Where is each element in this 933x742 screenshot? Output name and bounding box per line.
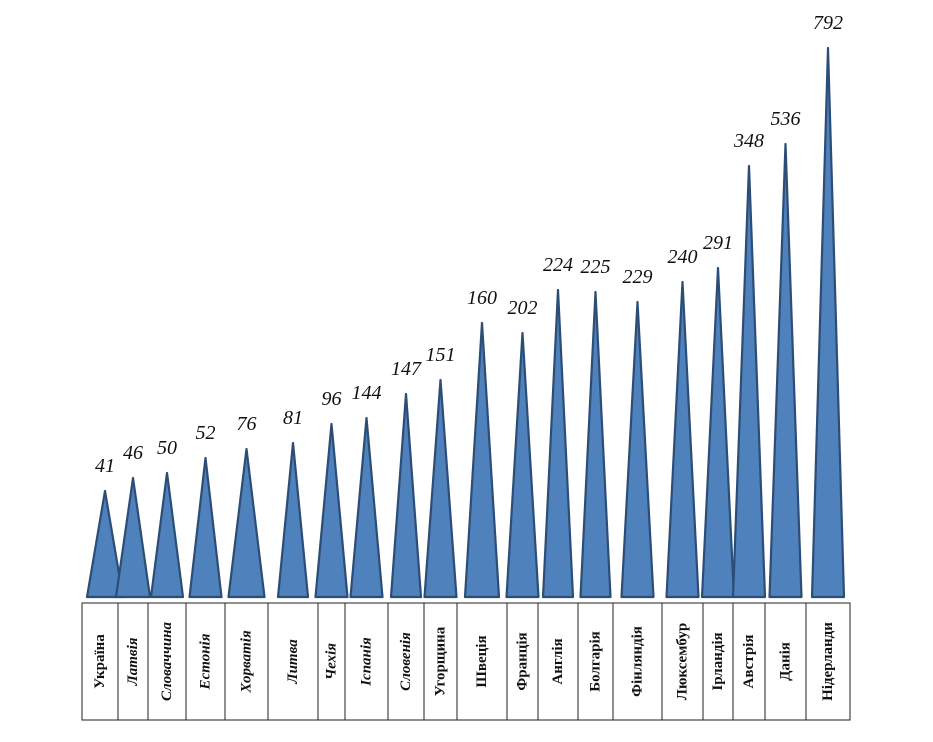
category-label-1: Україна [92, 634, 108, 689]
category-label-19: Данія [778, 642, 794, 681]
category-table: Україна Латвія Словаччина Естонія Хорватія Ли… [81, 602, 851, 721]
data-label-20: 792 [813, 12, 843, 34]
category-label-7: Чехія [324, 643, 340, 680]
category-label-20: Нідерланди [820, 622, 836, 701]
data-label-17: 291 [703, 232, 733, 254]
triangle-bar-12 [505, 331, 540, 599]
category-label-4: Естонія [198, 633, 214, 690]
data-label-19: 536 [771, 108, 801, 130]
data-label-10: 151 [426, 344, 456, 366]
category-label-8: Іспанія [359, 637, 375, 687]
data-label-4: 52 [196, 422, 216, 444]
data-label-9: 147 [391, 358, 422, 380]
table-frame [81, 602, 851, 721]
triangle-bar-8 [349, 416, 384, 599]
triangle-bar-15 [620, 300, 655, 599]
triangle-bar-14 [579, 290, 612, 599]
data-label-14: 225 [581, 256, 611, 278]
triangle-bar-7 [314, 422, 349, 599]
triangle-bar-2 [114, 476, 152, 599]
data-label-8: 144 [352, 382, 382, 404]
data-label-16: 240 [668, 246, 698, 268]
triangle-bar-3 [149, 471, 185, 599]
category-label-12: Франція [515, 632, 531, 690]
data-label-13: 224 [543, 254, 573, 276]
category-label-15: Фінляндія [630, 626, 646, 697]
data-label-3: 50 [157, 437, 177, 459]
category-label-2: Латвія [125, 637, 141, 686]
category-label-3: Словаччина [159, 621, 175, 701]
category-label-10: Угорщина [433, 626, 449, 696]
chart-marks [85, 46, 846, 599]
category-label-17: Ірландія [710, 632, 726, 690]
triangle-bar-13 [541, 288, 575, 599]
triangle-bar-4 [188, 456, 223, 599]
data-label-12: 202 [508, 297, 538, 319]
triangle-bar-6 [276, 441, 310, 599]
data-label-18: 348 [733, 130, 764, 152]
category-label-18: Австрія [741, 635, 757, 689]
data-label-5: 76 [237, 413, 257, 435]
triangle-bar-19 [768, 142, 803, 599]
triangle-bar-9 [389, 392, 423, 599]
data-label-7: 96 [322, 388, 342, 410]
data-label-15: 229 [623, 266, 653, 288]
data-label-2: 46 [123, 442, 143, 464]
triangle-bar-17 [700, 266, 736, 599]
triangle-bar-16 [665, 280, 700, 599]
category-label-5: Хорватія [239, 630, 255, 694]
data-label-1: 41 [95, 455, 115, 477]
triangle-bar-18 [731, 164, 767, 599]
category-label-13: Англія [550, 638, 566, 684]
triangle-bar-20 [810, 46, 846, 599]
category-label-14: Болгарія [588, 631, 604, 692]
data-label-11: 160 [467, 287, 497, 309]
triangle-bar-5 [227, 447, 266, 599]
category-label-11: Швеція [474, 635, 490, 687]
triangle-bar-1 [85, 489, 125, 599]
triangle-bar-11 [463, 321, 501, 599]
category-label-9: Словенія [398, 632, 414, 691]
category-label-6: Литва [285, 639, 301, 685]
category-label-16: Люксембур [675, 623, 691, 700]
data-label-6: 81 [283, 407, 303, 429]
triangle-bar-10 [423, 378, 458, 599]
